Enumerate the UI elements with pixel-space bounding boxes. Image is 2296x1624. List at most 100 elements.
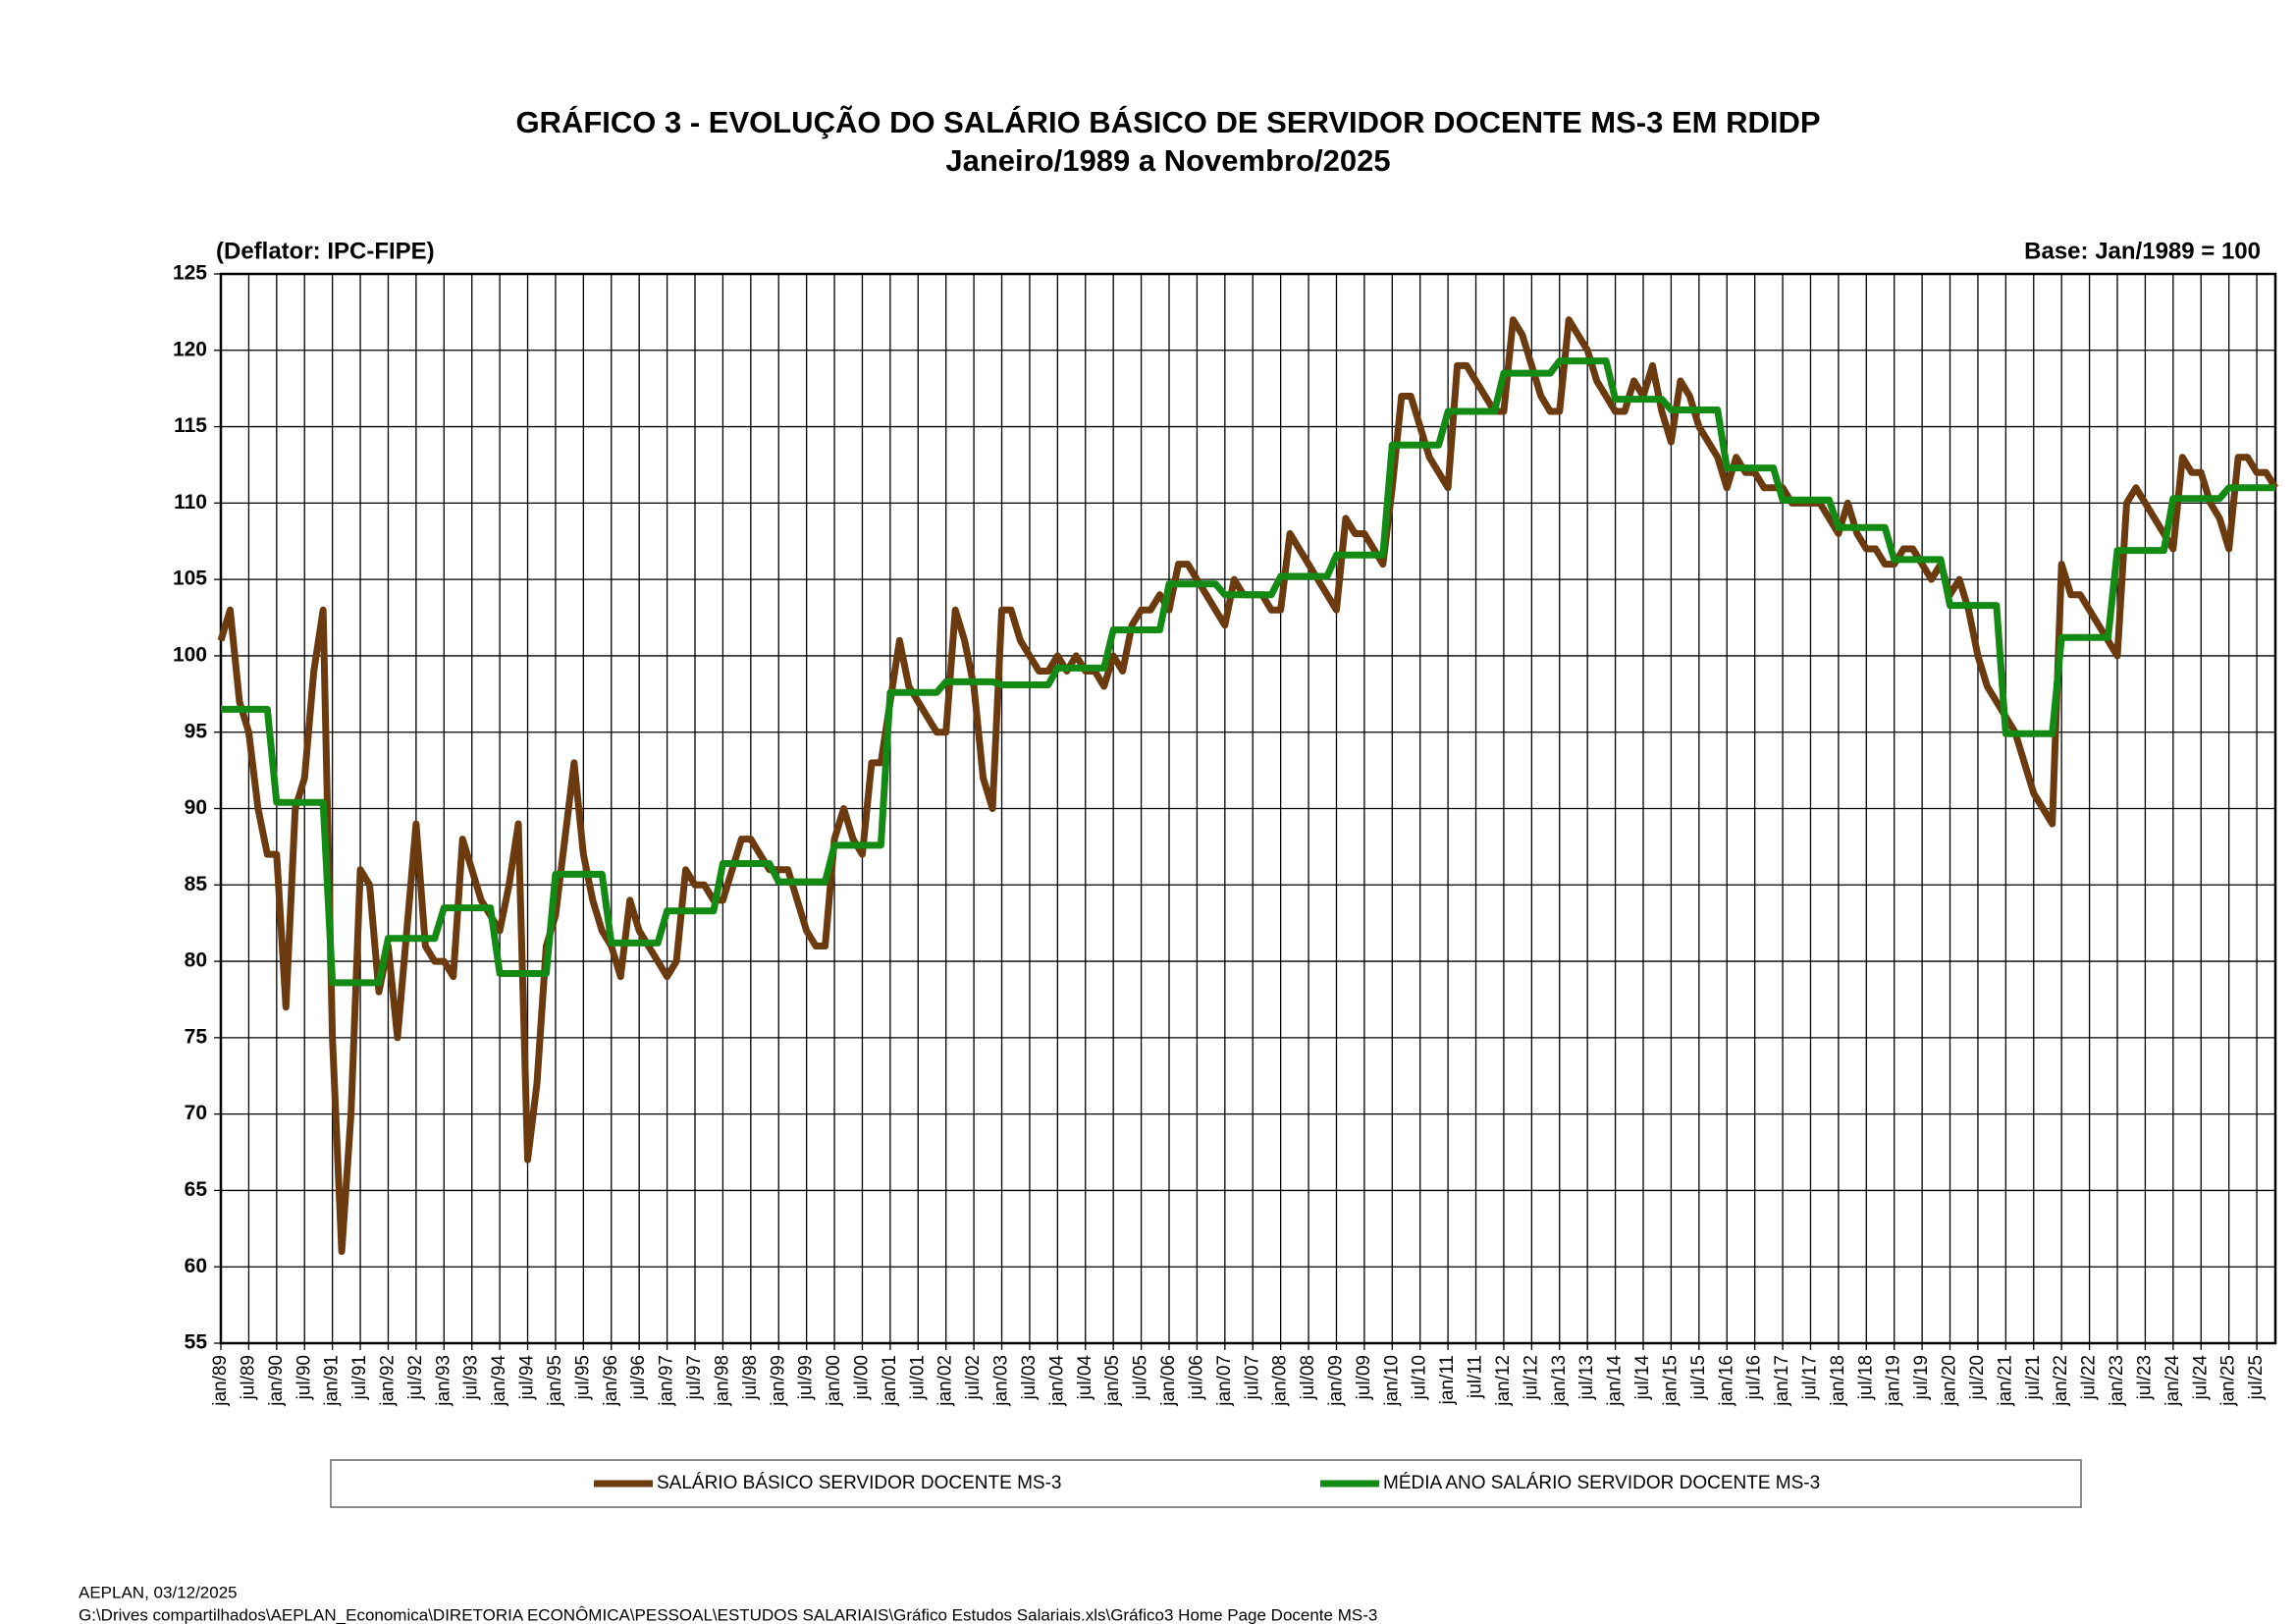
- x-tick-label: jul/02: [963, 1355, 984, 1400]
- x-tick-label: jul/05: [1131, 1355, 1151, 1400]
- y-tick-label: 60: [185, 1255, 207, 1277]
- y-tick-label: 120: [173, 338, 207, 360]
- x-tick-label: jan/03: [991, 1355, 1012, 1407]
- x-tick-label: jul/96: [628, 1355, 649, 1400]
- series-line: [217, 316, 2278, 1256]
- plot-frame: [219, 272, 2277, 1345]
- x-tick-label: jan/91: [322, 1355, 343, 1407]
- x-tick-label: jul/24: [2190, 1355, 2211, 1401]
- x-tick-label: jan/96: [601, 1355, 621, 1407]
- x-tick-label: jan/09: [1325, 1355, 1346, 1407]
- x-tick-label: jul/90: [294, 1355, 314, 1400]
- x-tick-label: jan/16: [1716, 1355, 1736, 1407]
- x-tick-label: jan/00: [824, 1355, 844, 1407]
- x-tick-label: jul/15: [1688, 1355, 1709, 1400]
- y-tick-label: 110: [174, 491, 207, 514]
- x-tick-label: jul/92: [405, 1355, 426, 1400]
- x-tick-label: jul/09: [1354, 1355, 1374, 1400]
- x-tick-label: jan/20: [1940, 1355, 1960, 1407]
- x-tick-label: jul/12: [1521, 1355, 1541, 1400]
- x-tick-label: jan/21: [1995, 1355, 2015, 1407]
- x-tick-label: jan/90: [266, 1355, 287, 1407]
- x-tick-label: jul/00: [851, 1355, 872, 1400]
- x-tick-label: jan/01: [880, 1355, 900, 1407]
- y-tick-label: 70: [185, 1102, 207, 1124]
- x-tick-label: jul/94: [517, 1355, 538, 1401]
- x-tick-label: jul/11: [1466, 1355, 1486, 1399]
- x-tick-label: jan/14: [1605, 1355, 1626, 1407]
- y-tick-label: 115: [174, 414, 207, 437]
- y-tick-label: 95: [185, 720, 208, 742]
- x-tick-label: jul/19: [1911, 1355, 1932, 1400]
- y-tick-label: 85: [185, 873, 208, 895]
- x-tick-label: jan/02: [935, 1355, 956, 1407]
- x-tick-label: jan/04: [1046, 1355, 1067, 1407]
- x-tick-label: jul/18: [1855, 1355, 1876, 1400]
- x-tick-label: jan/18: [1828, 1355, 1848, 1407]
- x-tick-label: jul/97: [684, 1355, 705, 1400]
- x-tick-label: jul/03: [1019, 1355, 1040, 1400]
- series-line: [221, 357, 2275, 987]
- footer: AEPLAN, 03/12/2025: [79, 1583, 238, 1601]
- annotation: Base: Jan/1989 = 100: [2024, 238, 2261, 264]
- legend-box: [330, 1459, 2082, 1508]
- x-tick-label: jan/94: [489, 1355, 509, 1407]
- x-tick-label: jan/25: [2218, 1355, 2239, 1407]
- x-tick-label: jan/24: [2163, 1355, 2183, 1407]
- y-tick-label: 125: [173, 262, 207, 285]
- x-tick-label: jul/14: [1632, 1355, 1653, 1401]
- x-tick-label: jul/25: [2246, 1355, 2267, 1400]
- x-tick-label: jul/04: [1075, 1355, 1095, 1401]
- x-tick-label: jul/20: [1967, 1355, 1988, 1400]
- y-tick-label: 90: [185, 796, 207, 819]
- x-tick-label: jul/95: [572, 1355, 593, 1400]
- x-tick-label: jan/10: [1381, 1355, 1402, 1407]
- x-tick-label: jul/89: [238, 1355, 258, 1400]
- x-tick-label: jul/16: [1744, 1355, 1765, 1400]
- x-tick-label: jan/97: [657, 1355, 677, 1407]
- y-tick-label: 100: [173, 643, 207, 666]
- footer: G:\Drives compartilhados\AEPLAN_Economic…: [79, 1605, 1377, 1624]
- x-tick-label: jan/22: [2051, 1355, 2071, 1407]
- y-tick-label: 105: [173, 568, 207, 590]
- x-tick-label: jul/23: [2134, 1355, 2155, 1400]
- x-tick-label: jul/99: [796, 1355, 817, 1400]
- x-tick-label: jul/10: [1410, 1355, 1430, 1400]
- x-tick-label: jul/08: [1298, 1355, 1318, 1400]
- chart-title: GRÁFICO 3 - EVOLUÇÃO DO SALÁRIO BÁSICO D…: [515, 105, 1820, 139]
- chart-subtitle: Janeiro/1989 a Novembro/2025: [945, 143, 1390, 178]
- x-tick-label: jan/15: [1660, 1355, 1681, 1407]
- x-tick-label: jan/23: [2107, 1355, 2127, 1407]
- annotation: (Deflator: IPC-FIPE): [216, 238, 435, 264]
- y-tick-label: 55: [185, 1331, 208, 1354]
- x-tick-label: jan/08: [1270, 1355, 1291, 1407]
- x-tick-label: jan/92: [377, 1355, 398, 1407]
- y-tick-label: 75: [185, 1025, 208, 1048]
- legend-label: MÉDIA ANO SALÁRIO SERVIDOR DOCENTE MS-3: [1383, 1473, 1820, 1493]
- x-tick-label: jul/13: [1576, 1355, 1597, 1400]
- y-tick-label: 80: [185, 949, 207, 972]
- y-tick-label: 65: [185, 1178, 208, 1201]
- x-tick-label: jan/05: [1102, 1355, 1123, 1407]
- x-tick-label: jul/98: [740, 1355, 761, 1400]
- x-tick-label: jul/22: [2079, 1355, 2100, 1400]
- x-tick-label: jul/06: [1186, 1355, 1206, 1400]
- x-tick-label: jul/21: [2023, 1355, 2044, 1400]
- x-tick-label: jan/11: [1437, 1355, 1458, 1405]
- x-tick-label: jan/99: [768, 1355, 788, 1407]
- legend-label: SALÁRIO BÁSICO SERVIDOR DOCENTE MS-3: [657, 1473, 1061, 1493]
- x-tick-label: jan/93: [433, 1355, 454, 1407]
- x-tick-label: jul/01: [907, 1355, 928, 1400]
- x-tick-label: jul/93: [461, 1355, 482, 1400]
- x-tick-label: jan/19: [1884, 1355, 1904, 1407]
- x-tick-label: jan/06: [1158, 1355, 1179, 1407]
- x-tick-label: jan/12: [1493, 1355, 1514, 1407]
- x-tick-label: jan/98: [712, 1355, 732, 1407]
- x-tick-label: jan/13: [1549, 1355, 1570, 1407]
- x-tick-label: jan/07: [1214, 1355, 1235, 1407]
- x-tick-label: jul/07: [1242, 1355, 1262, 1400]
- x-tick-label: jul/17: [1799, 1355, 1820, 1400]
- x-tick-label: jul/91: [349, 1355, 370, 1400]
- x-tick-label: jan/95: [545, 1355, 565, 1407]
